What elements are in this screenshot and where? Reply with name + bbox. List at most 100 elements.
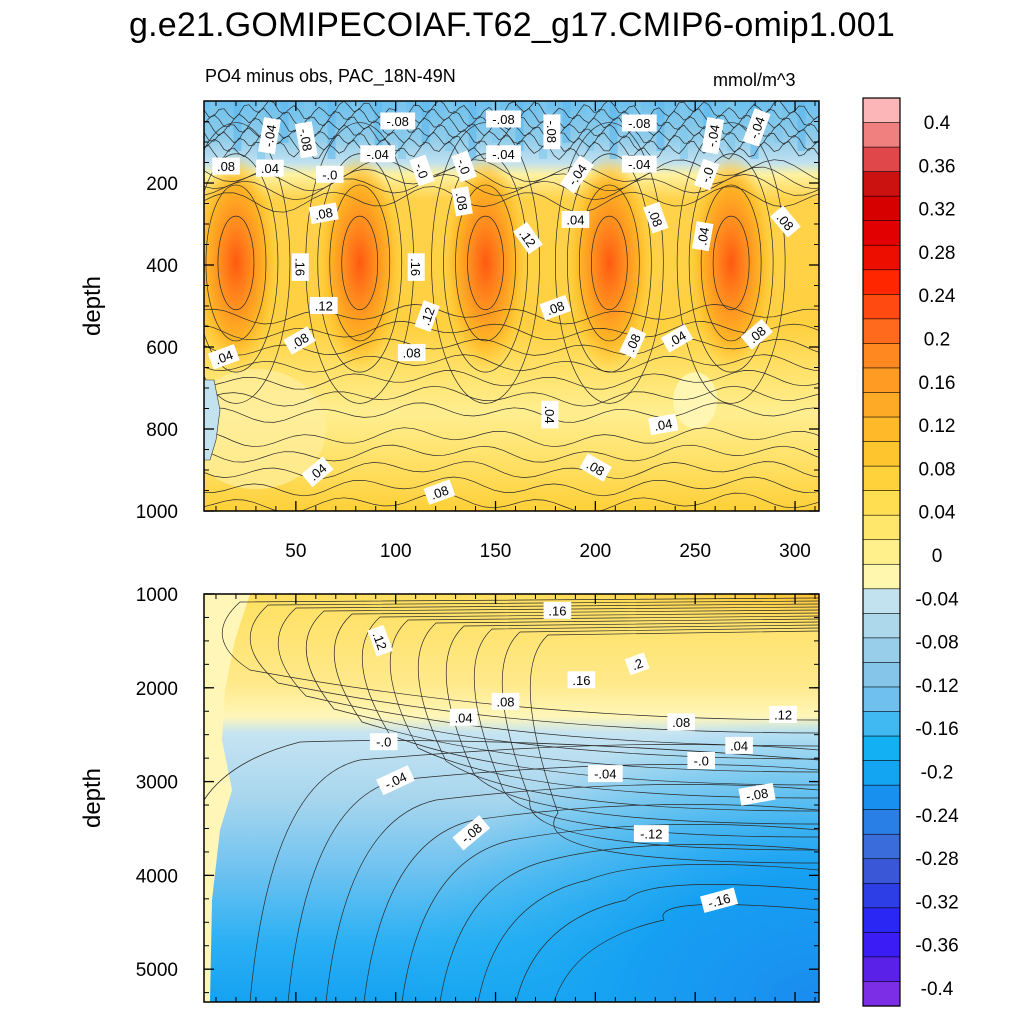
lower-panel: 1000 2000 3000 4000 5000 depth .16 .12 .2 .16 .08… [79, 585, 820, 1003]
upper-cold-streak [468, 101, 477, 159]
contour-label: -.0 [694, 158, 720, 191]
colorbar-label: -0.4 [921, 979, 954, 1000]
contour-label: .04 [561, 210, 590, 228]
contour-label-text: .04 [694, 226, 712, 246]
upper-cell-contour [590, 215, 628, 311]
contour-label: -.0 [369, 733, 398, 751]
contour-label-text: -.12 [640, 827, 662, 842]
upper-cell-contour [467, 215, 504, 311]
contour-label-text: -.08 [745, 785, 770, 804]
colorbar-label: 0.36 [919, 156, 956, 177]
lower-warm-contour [305, 606, 819, 760]
upper-contour-line [204, 385, 819, 407]
colorbar-frame [862, 97, 901, 1007]
lower-cold-contour [287, 764, 819, 1002]
colorbar-swatch [862, 563, 901, 590]
contour-label-box [619, 326, 647, 359]
colorbar-swatch [862, 662, 901, 688]
contour-label: -.08 [543, 114, 561, 150]
colorbar-swatch [862, 146, 901, 173]
contour-label-text: -.08 [492, 112, 514, 127]
contour-label-box [513, 221, 543, 255]
colorbar-swatch [862, 686, 901, 713]
y-tick-label: 1000 [136, 585, 178, 606]
contour-label: .08 [619, 326, 647, 359]
upper-cold-streak [609, 101, 618, 159]
upper-cell-contour [554, 122, 664, 404]
contour-label-box [738, 782, 776, 806]
contour-label-text: .04 [213, 347, 235, 367]
contour-label-box [207, 344, 240, 370]
contour-label-text: .04 [566, 212, 584, 227]
upper-cold-streak [421, 101, 430, 143]
lower-cold-contour [325, 784, 819, 1002]
lower-warm-contour [361, 612, 819, 786]
colorbar-swatch [862, 490, 901, 516]
contour-label-text: .08 [403, 346, 421, 361]
contour-label: -.0 [409, 154, 435, 187]
contour-label: .04 [725, 736, 753, 754]
contour-label-text: .12 [370, 630, 390, 652]
contour-label: .12 [367, 624, 393, 657]
lower-cold-contour [401, 824, 819, 1002]
contour-label-box [407, 253, 425, 281]
colorbar-swatch [862, 711, 901, 737]
contour-label-box [660, 324, 694, 353]
contour-label: .16 [291, 253, 309, 281]
upper-cold-streak [586, 101, 594, 151]
contour-label-box [316, 165, 344, 183]
upper-cell-contour [676, 122, 786, 404]
contour-label-text: .08 [496, 694, 514, 709]
colorbar: 0.4 0.36 0.32 0.28 0.24 0.2 0.16 0.12 0.08 0.04 0 -… [862, 97, 959, 1007]
colorbar-swatch [862, 760, 901, 786]
colorbar-swatch [862, 784, 901, 811]
upper-cold-streak [257, 101, 265, 159]
contour-label-box [380, 112, 416, 130]
upper-maximum-cell-2 [317, 152, 402, 373]
x-tick-label: 50 [285, 541, 306, 562]
contour-label: -.08 [294, 121, 318, 159]
colorbar-swatch [862, 907, 901, 933]
lower-cold-contour [363, 804, 819, 1002]
colorbar-swatch [862, 441, 901, 467]
y-axis-title: depth [79, 276, 106, 336]
upper-contour-line [204, 186, 819, 213]
upper-panel: 200 400 600 800 1000 50 100 150 200 250 300 depth -… [79, 100, 820, 562]
contour-label-text: .08 [544, 298, 566, 318]
contour-label-text: .04 [261, 161, 279, 176]
contour-label-text: .12 [774, 708, 792, 723]
upper-contour-line [204, 101, 819, 121]
upper-cell-contour [431, 122, 540, 404]
upper-cold-streak [727, 101, 735, 151]
contour-label-box [491, 692, 520, 710]
contour-label: .12 [310, 297, 338, 314]
contour-label-text: -.08 [386, 114, 408, 129]
colorbar-label: -0.16 [915, 719, 958, 740]
contour-label: .08 [643, 201, 669, 234]
contour-label-box [770, 205, 801, 238]
contour-label: .08 [667, 713, 695, 731]
contour-label: .16 [543, 601, 572, 619]
colorbar-swatch [862, 882, 901, 909]
y-tick-label: 1000 [136, 502, 178, 523]
colorbar-swatch [862, 416, 901, 443]
colorbar-label: 0.4 [924, 113, 951, 134]
contour-label: .2 [624, 652, 650, 676]
colorbar-swatch [862, 932, 901, 958]
colorbar-swatch [862, 637, 901, 664]
contour-label-text: -.0 [376, 735, 391, 750]
contour-label-box [543, 601, 572, 619]
contour-label: .08 [308, 202, 339, 225]
contour-label: .08 [283, 326, 316, 355]
contour-label-text: .04 [653, 416, 673, 434]
contour-label: .08 [397, 344, 426, 362]
colorbar-label: -0.28 [915, 849, 958, 870]
contour-label-box [360, 145, 396, 163]
contour-label-box [587, 765, 623, 783]
contour-label: .12 [513, 221, 543, 255]
contour-label-box [740, 318, 773, 350]
contour-label: -.04 [258, 117, 281, 155]
contour-label: -.04 [621, 155, 657, 173]
colorbar-label: 0.2 [924, 330, 950, 351]
contour-label-text: -.0 [698, 165, 717, 184]
